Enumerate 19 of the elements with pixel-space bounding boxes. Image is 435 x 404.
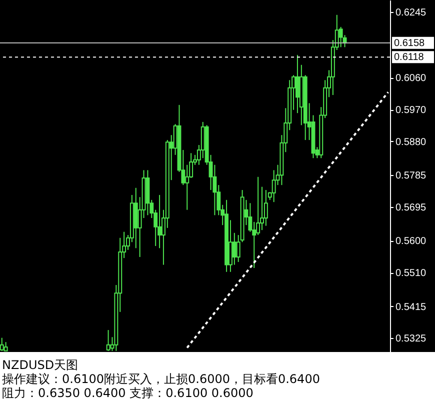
text: 操作建议：0.6100附近买入，止损0.6000，目标看0.6400: [2, 372, 321, 386]
text: 阻力：0.6350 0.6400 支撑：0.6100 0.6000: [2, 386, 254, 400]
y-tick-label: 0.5785: [396, 170, 427, 182]
y-tick-label: 0.6060: [396, 73, 427, 84]
y-tick-label: 0.5510: [396, 268, 427, 280]
y-tick-label: 0.6245: [396, 8, 427, 19]
y-tick-label: 0.5600: [396, 236, 427, 248]
y-tick-label: 0.5325: [396, 334, 427, 345]
y-tick-label: 0.5880: [396, 136, 427, 148]
candlestick: [296, 54, 300, 114]
ref-line-label: 0.6158: [394, 38, 426, 49]
y-tick-label: 0.5695: [396, 202, 427, 214]
candlestick: [158, 194, 162, 249]
ref-line-label: 0.6118: [394, 52, 424, 64]
candlestick: [232, 232, 236, 266]
y-tick-label: 0.5970: [396, 105, 427, 116]
candlestick: [264, 190, 268, 226]
y-tick-label: 0.5415: [396, 302, 427, 313]
text: NZDUSD天图: [2, 358, 80, 372]
